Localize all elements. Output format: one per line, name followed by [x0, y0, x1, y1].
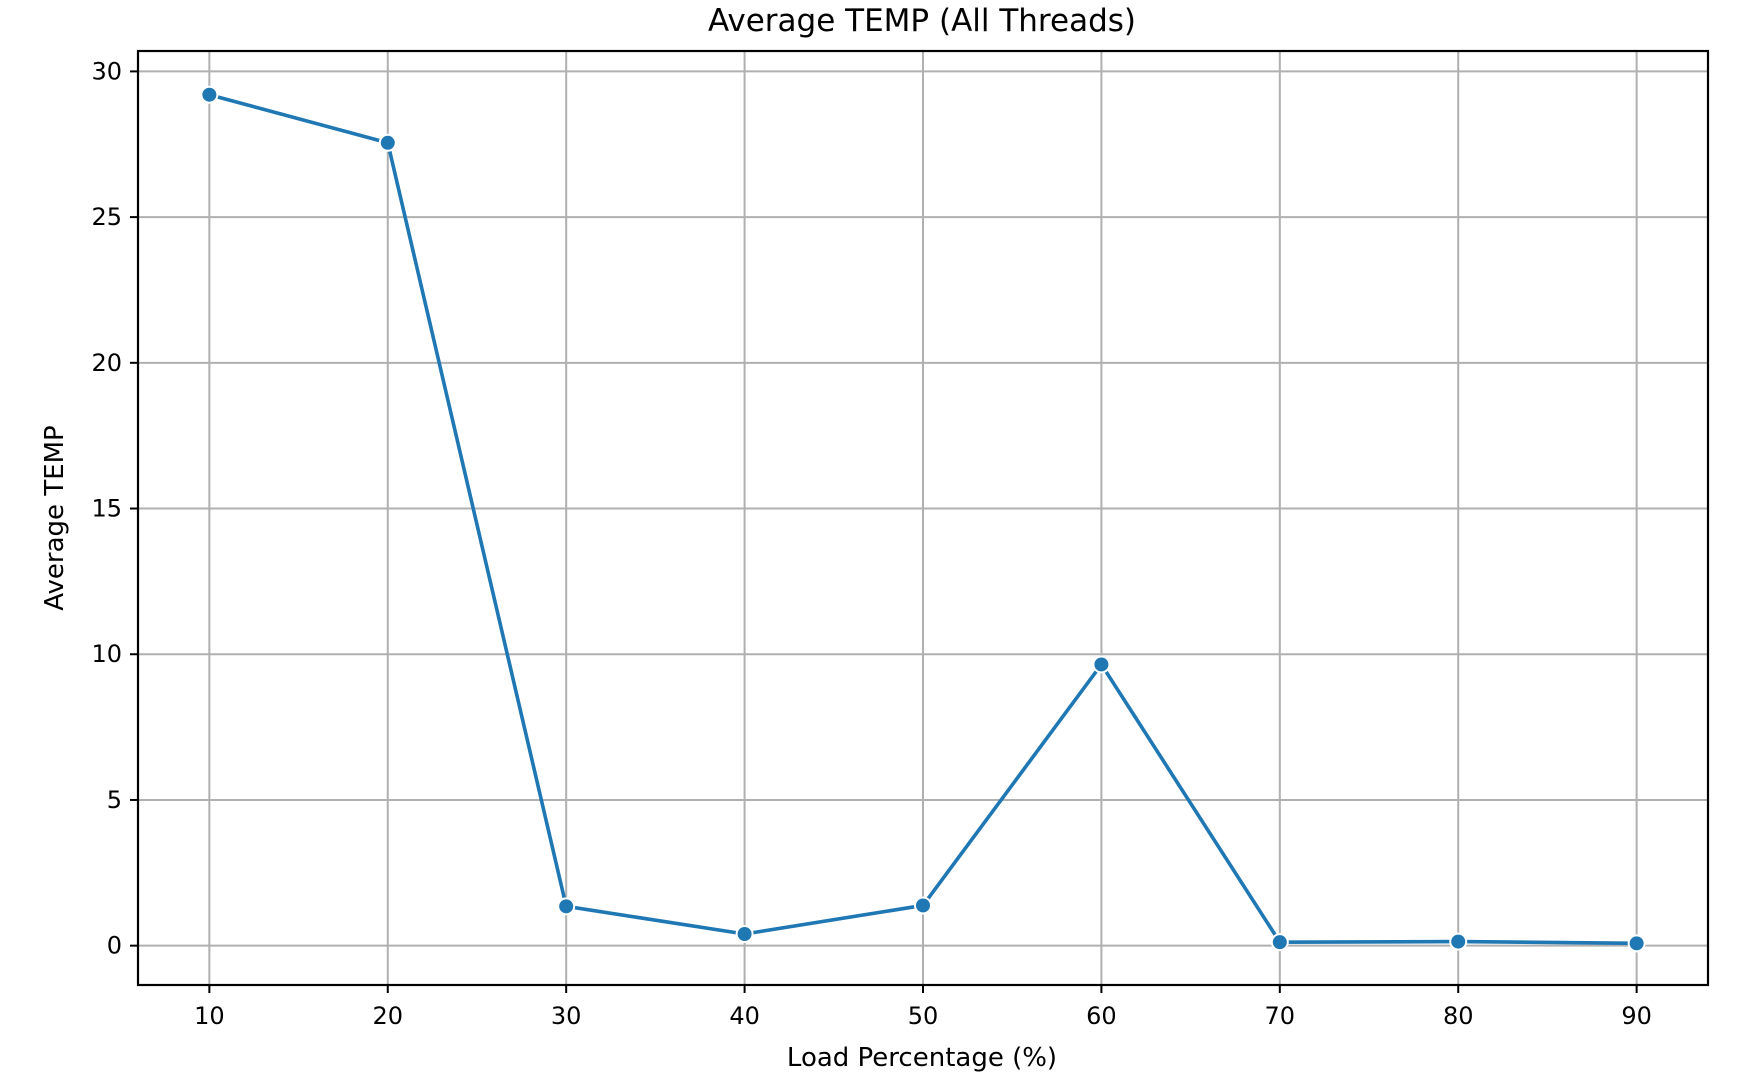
data-point: [200, 85, 219, 104]
data-point: [1270, 933, 1289, 952]
x-tick-label: 40: [729, 1002, 760, 1030]
chart-title: Average TEMP (All Threads): [708, 3, 1136, 39]
axis-ticks: 10 20 30 40 50 60 70 80 90 0 5 10 15 20 25 30: [91, 57, 1651, 1030]
x-tick-label: 60: [1086, 1002, 1117, 1030]
x-tick-label: 90: [1621, 1002, 1652, 1030]
y-tick-label: 20: [91, 349, 122, 377]
grid: [138, 51, 1708, 985]
y-tick-label: 30: [91, 57, 122, 85]
x-tick-label: 50: [908, 1002, 939, 1030]
data-point: [1449, 932, 1468, 951]
data-point: [1092, 655, 1111, 674]
x-tick-label: 20: [372, 1002, 403, 1030]
plot-frame: [136, 49, 1710, 987]
y-tick-label: 5: [107, 786, 122, 814]
series-layer: [200, 85, 1646, 953]
data-point: [735, 925, 754, 944]
x-tick-label: 10: [194, 1002, 225, 1030]
y-tick-label: 15: [91, 495, 122, 523]
data-point: [1627, 934, 1646, 953]
y-tick-label: 25: [91, 203, 122, 231]
y-tick-label: 0: [107, 932, 122, 960]
x-tick-label: 30: [551, 1002, 582, 1030]
data-point: [914, 896, 932, 915]
x-axis-label: Load Percentage (%): [787, 1043, 1057, 1073]
data-point: [557, 897, 576, 916]
y-tick-label: 10: [91, 640, 122, 668]
x-tick-label: 70: [1265, 1002, 1296, 1030]
y-axis-label: Average TEMP: [40, 425, 70, 610]
data-point: [378, 133, 397, 152]
x-tick-label: 80: [1443, 1002, 1474, 1030]
